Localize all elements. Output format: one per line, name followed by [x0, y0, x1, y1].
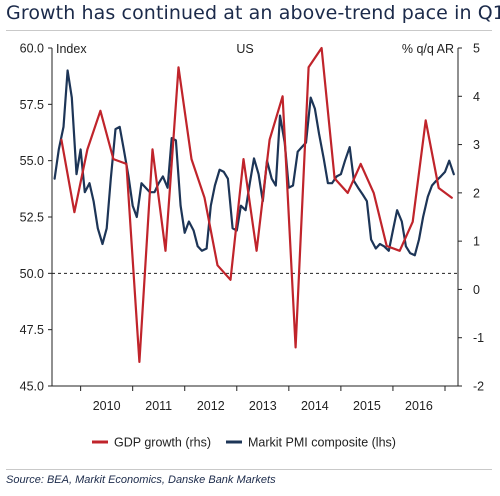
- x-tick-label: 2016: [405, 399, 433, 413]
- x-tick-label: 2012: [197, 399, 225, 413]
- x-tick-label: 2010: [93, 399, 121, 413]
- left-tick-label: 55.0: [20, 154, 44, 168]
- legend-label-pmi: Markit PMI composite (lhs): [248, 436, 396, 450]
- right-tick-label: 2: [473, 186, 480, 200]
- right-tick-label: -2: [473, 380, 484, 394]
- chart-title: Growth has continued at an above-trend p…: [6, 2, 500, 24]
- pmi-composite-line: [53, 69, 455, 257]
- source-note: Source: BEA, Markit Economics, Danske Ba…: [6, 474, 276, 486]
- series-layer: [53, 46, 455, 363]
- left-tick-label: 45.0: [20, 380, 44, 394]
- right-tick-label: 4: [473, 90, 480, 104]
- right-tick-label: 0: [473, 283, 480, 297]
- right-tick-label: 3: [473, 138, 480, 152]
- x-tick-label: 2013: [249, 399, 277, 413]
- chart-subtitle: US: [236, 42, 253, 56]
- right-tick-label: -1: [473, 331, 484, 345]
- legend-label-gdp: GDP growth (rhs): [114, 436, 211, 450]
- left-tick-label: 52.5: [20, 211, 44, 225]
- left-tick-label: 47.5: [20, 323, 44, 337]
- right-axis-title: % q/q AR: [402, 42, 454, 56]
- chart-frame: [6, 30, 492, 470]
- left-tick-label: 50.0: [20, 267, 44, 281]
- right-tick-label: 5: [473, 42, 480, 56]
- left-axis-title: Index: [56, 42, 87, 56]
- x-tick-label: 2015: [353, 399, 381, 413]
- right-tick-label: 1: [473, 235, 480, 249]
- x-tick-label: 2011: [145, 399, 172, 413]
- left-tick-label: 57.5: [20, 98, 44, 112]
- gdp-growth-line: [60, 46, 453, 363]
- legend: GDP growth (rhs) Markit PMI composite (lh…: [92, 436, 396, 450]
- axes-layer: 45.0 47.5 50.0 52.5 55.0 57.5 60.0 -2 -1 0 1 2 3 4 5 20…: [20, 42, 485, 414]
- left-tick-label: 60.0: [20, 42, 44, 56]
- x-tick-label: 2014: [301, 399, 329, 413]
